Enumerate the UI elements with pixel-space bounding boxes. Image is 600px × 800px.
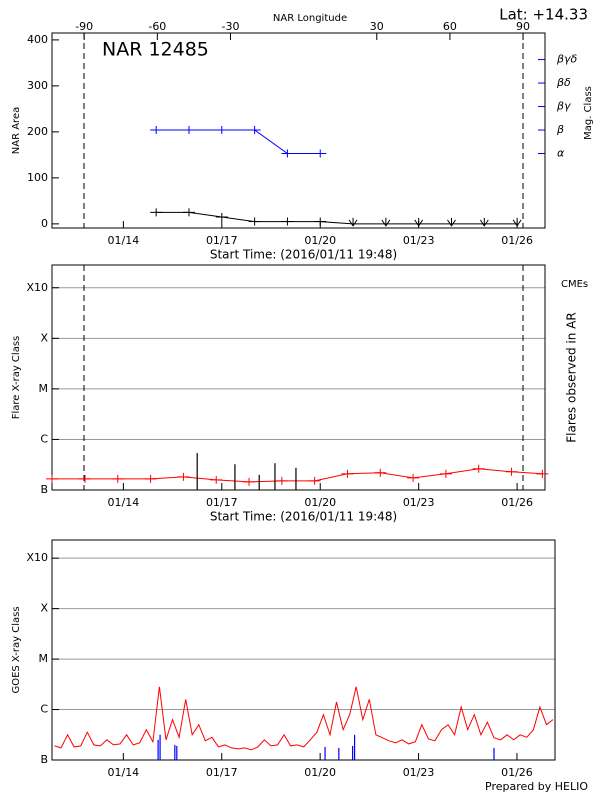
point-marker: [243, 477, 256, 486]
point-marker: [248, 217, 261, 226]
x-tick-label: 01/14: [108, 234, 140, 247]
x2-tick-label: -30: [221, 20, 239, 33]
point-marker: [407, 473, 420, 482]
point-marker: [210, 475, 223, 484]
x2-tick-label: 60: [443, 20, 457, 33]
plot-frame: [51, 32, 546, 229]
point-marker: [111, 474, 124, 483]
cme-label: CMEs: [561, 279, 588, 290]
y-tick-label: X: [40, 602, 48, 615]
x-tick-label: 01/23: [403, 496, 435, 509]
x2-tick-label: 30: [370, 20, 384, 33]
y2-tick-label: βγ: [556, 100, 571, 113]
point-marker: [348, 217, 358, 227]
point-marker: [308, 476, 321, 485]
point-marker: [447, 217, 456, 227]
x-tick-label: 01/20: [304, 234, 336, 247]
panel-title: NAR 12485: [102, 39, 209, 61]
y2-axis-title: Flares observed in AR: [565, 312, 579, 442]
y-axis-title: Flare X-ray Class: [11, 336, 22, 420]
point-marker: [439, 469, 452, 478]
x-tick-label: 01/17: [206, 496, 238, 509]
footer: Prepared by HELIO: [485, 780, 588, 793]
point-marker: [46, 474, 58, 483]
x2-tick-label: 90: [516, 20, 530, 33]
x-tick-label: 01/17: [206, 234, 238, 247]
point-marker: [144, 474, 157, 483]
x-tick-label: 01/23: [403, 234, 435, 247]
point-marker: [78, 474, 91, 483]
point-marker: [314, 217, 327, 226]
y2-tick-label: α: [557, 147, 565, 160]
point-marker: [472, 464, 485, 473]
y-tick-label: M: [39, 382, 49, 395]
y-tick-label: 300: [27, 79, 48, 92]
y-tick-label: X: [40, 331, 48, 344]
y-tick-label: 200: [27, 125, 48, 138]
point-marker: [215, 212, 228, 221]
x2-axis-title: NAR Longitude: [273, 13, 347, 24]
point-marker: [374, 468, 387, 477]
y2-tick-label: β: [556, 123, 564, 136]
lat-label: Lat: +14.33: [499, 6, 588, 24]
point-marker: [150, 126, 163, 135]
x2-tick-label: -90: [75, 20, 93, 33]
series-line: [156, 129, 321, 154]
series-line: [52, 468, 543, 483]
series-line: [156, 211, 518, 225]
x-tick-label: 01/20: [304, 766, 336, 779]
series-line: [54, 686, 554, 751]
y-tick-label: C: [40, 432, 48, 445]
y-tick-label: C: [40, 703, 48, 716]
plot-frame: [51, 539, 556, 761]
y-axis-title: GOES X-ray Class: [11, 606, 22, 693]
point-marker: [275, 476, 288, 485]
plot-frame: [51, 264, 546, 491]
y-tick-label: 0: [41, 217, 48, 230]
x-tick-label: 01/26: [501, 766, 533, 779]
x-tick-label: 01/26: [501, 234, 533, 247]
x-tick-label: 01/14: [108, 496, 140, 509]
point-marker: [341, 469, 354, 478]
point-marker: [177, 472, 190, 481]
y-axis-title: NAR Area: [11, 107, 22, 154]
point-marker: [150, 208, 163, 217]
x-tick-label: 01/17: [206, 766, 238, 779]
point-marker: [215, 126, 228, 135]
point-marker: [182, 126, 195, 135]
y-tick-label: X10: [26, 281, 48, 294]
x-tick-label: 01/20: [304, 496, 336, 509]
y-tick-label: B: [40, 753, 48, 766]
point-marker: [248, 126, 261, 135]
y-tick-label: 400: [27, 33, 48, 46]
x-axis-title: Start Time: (2016/01/11 19:48): [210, 510, 397, 524]
y-tick-label: B: [40, 483, 48, 496]
y-tick-label: 100: [27, 171, 48, 184]
y2-axis-title: Mag. Class: [583, 86, 594, 140]
point-marker: [512, 217, 522, 227]
point-marker: [414, 217, 424, 227]
x-tick-label: 01/14: [107, 766, 139, 779]
point-marker: [536, 469, 549, 478]
point-marker: [182, 208, 195, 217]
point-marker: [381, 217, 391, 227]
x-axis-title: Start Time: (2016/01/11 19:48): [210, 248, 397, 262]
point-marker: [281, 149, 294, 158]
y2-tick-label: βδ: [556, 76, 571, 89]
point-marker: [281, 217, 294, 226]
y2-tick-label: βγδ: [556, 53, 578, 66]
point-marker: [479, 217, 489, 227]
x-tick-label: 01/23: [403, 766, 435, 779]
y-tick-label: X10: [26, 551, 48, 564]
x-tick-label: 01/26: [501, 496, 533, 509]
x2-tick-label: -60: [148, 20, 166, 33]
y-tick-label: M: [39, 652, 49, 665]
point-marker: [505, 467, 518, 476]
point-marker: [314, 149, 327, 158]
